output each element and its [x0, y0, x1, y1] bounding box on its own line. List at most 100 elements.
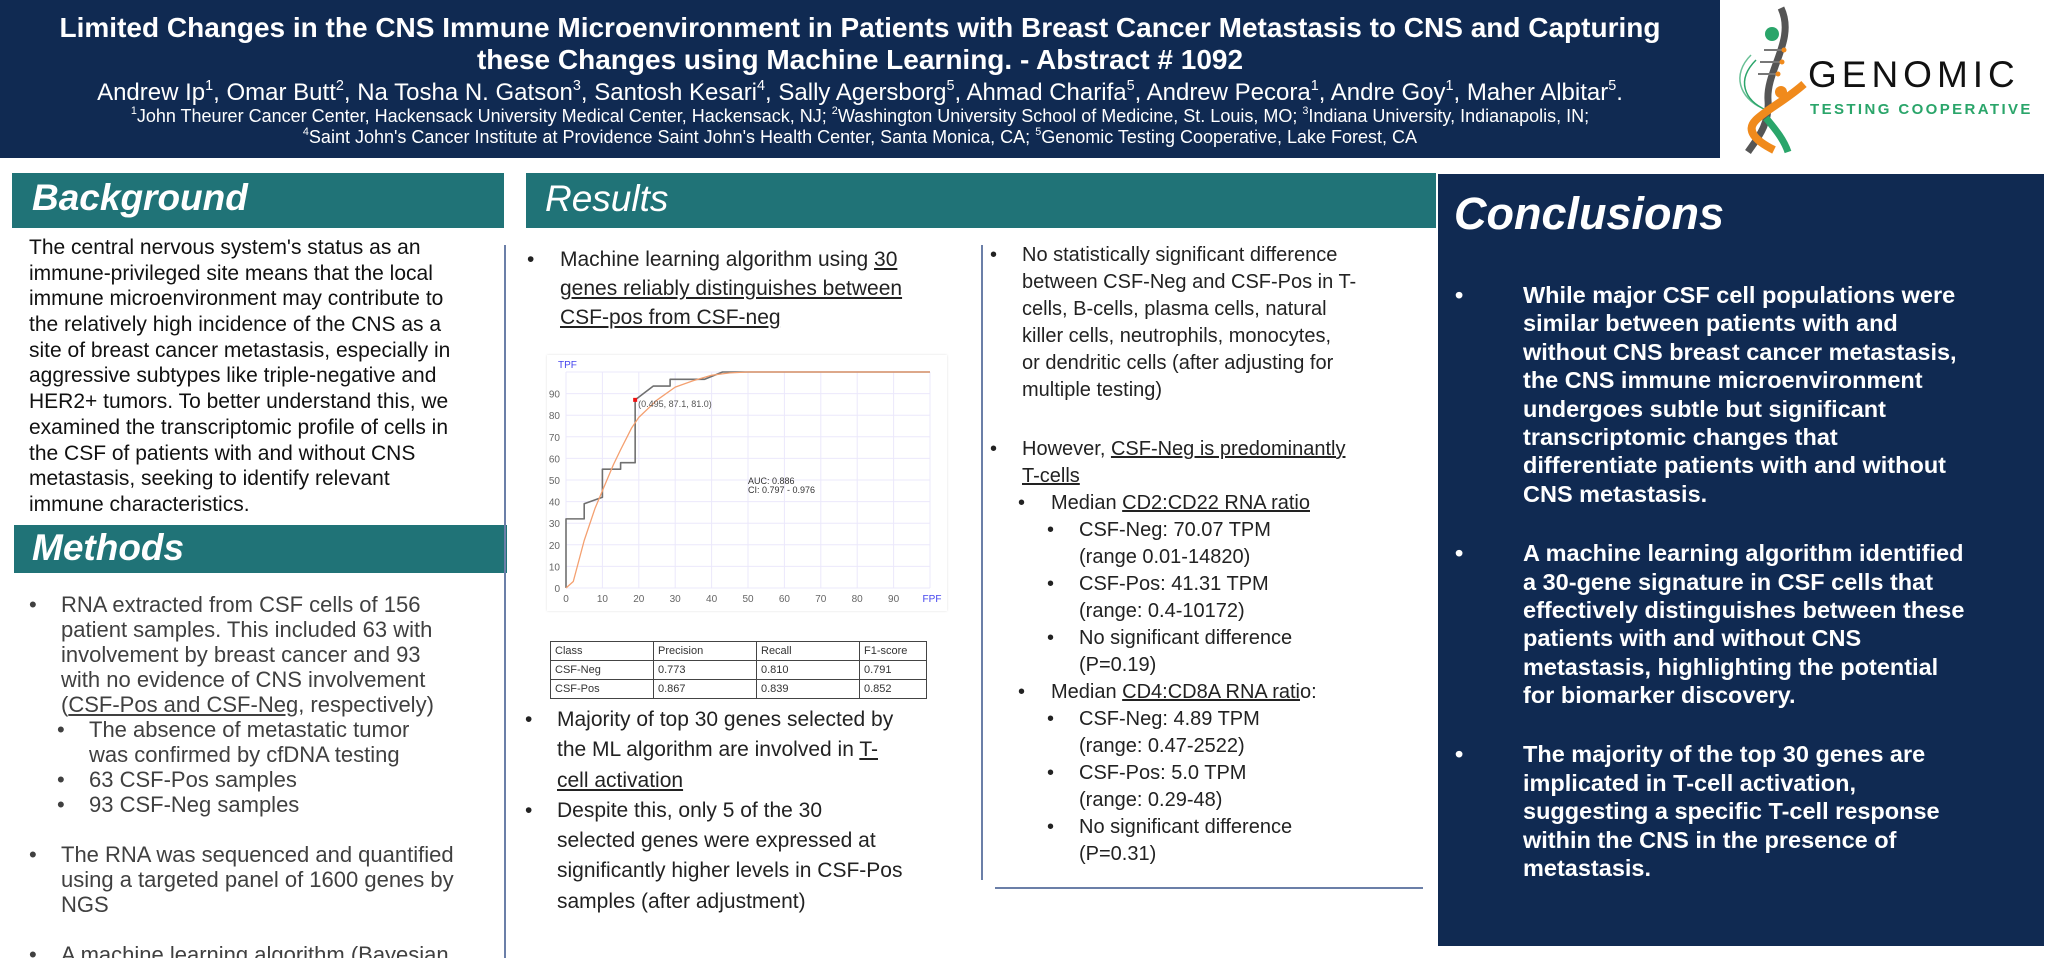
text-segment: However,: [1022, 438, 1111, 460]
line-text: However, CSF-Neg is predominantly: [1022, 436, 1345, 463]
text-segment: (range: 0.4-10172): [1079, 600, 1245, 622]
x-tick-label: 30: [670, 594, 682, 605]
bullet-icon: •: [29, 592, 37, 617]
text-segment: involvement by breast cancer and 93: [61, 642, 421, 667]
line-text: Majority of top 30 genes selected by: [557, 705, 893, 735]
text-segment: without CNS breast cancer metastasis,: [1523, 338, 1957, 365]
results-heading: Results: [526, 173, 1436, 228]
line-text: Median CD2:CD22 RNA ratio: [1051, 490, 1310, 517]
y-axis-label: TPF: [558, 360, 577, 371]
text-segment: No significant difference: [1079, 627, 1293, 649]
x-tick-label: 60: [779, 594, 791, 605]
text-segment: aggressive subtypes like triple-negative…: [29, 364, 437, 388]
text-segment: examined the transcriptomic profile of c…: [29, 415, 449, 439]
line-text: A machine learning algorithm identified: [1523, 539, 1963, 567]
logo-wordmark: GENOMIC: [1808, 54, 2020, 95]
underlined-text: CD4:CD8A RNA rati: [1122, 681, 1300, 703]
underlined-text: T-: [859, 738, 878, 762]
y-tick-label: 90: [549, 390, 561, 401]
table-cell: CSF-Pos: [550, 679, 654, 699]
affiliation-number: 1: [130, 104, 137, 117]
affiliations-line-1: 1John Theurer Cancer Center, Hackensack …: [0, 104, 1720, 127]
bullet-icon: •: [57, 767, 65, 792]
author-name: Ahmad Charifa: [966, 79, 1127, 106]
y-tick-label: 0: [554, 584, 560, 595]
text-segment: The RNA was sequenced and quantified: [61, 842, 454, 867]
text-segment: CSF-Pos: 41.31 TPM: [1079, 573, 1269, 595]
author-list: Andrew Ip1, Omar Butt2, Na Tosha N. Gats…: [97, 77, 1623, 106]
empirical-roc-curve: [565, 371, 930, 588]
affiliation-number: 5: [1035, 125, 1042, 138]
y-tick-label: 70: [549, 433, 561, 444]
text-segment: selected genes were expressed at: [557, 829, 876, 853]
text-segment: (range: 0.29-48): [1079, 789, 1223, 811]
text-segment: immune microenvironment may contribute t…: [29, 287, 444, 311]
text-segment: the ML algorithm are involved in: [557, 738, 860, 762]
affiliation-number: 4: [302, 125, 309, 138]
line-text: CSF-Neg: 4.89 TPM: [1079, 706, 1260, 733]
line-text: between CSF-Neg and CSF-Pos in T-: [1022, 269, 1356, 296]
table-row: CSF-Pos 0.867 0.839 0.852: [550, 679, 927, 699]
line-text: HER2+ tumors. To better understand this,…: [29, 389, 448, 415]
x-axis-label: FPF: [923, 594, 942, 605]
author-name: Santosh Kesari: [594, 79, 758, 106]
text-segment: The central nervous system's status as a…: [29, 236, 421, 259]
text-segment: While major CSF cell populations were: [1523, 282, 1956, 308]
bullet-icon: •: [57, 792, 65, 817]
affiliations-line-2: 4Saint John's Cancer Institute at Provid…: [0, 125, 1720, 148]
text-segment: (range: 0.47-2522): [1079, 735, 1245, 757]
line-text: site of breast cancer metastasis, especi…: [29, 338, 450, 364]
underlined-text: CSF-Pos and CSF-Neg: [68, 692, 299, 717]
bullet-icon: •: [1047, 762, 1055, 784]
line-text: A machine learning algorithm (Bayesian: [61, 942, 449, 958]
text-segment: NGS: [61, 892, 109, 917]
text-segment: immune-privileged site means that the lo…: [29, 261, 433, 285]
author-name: Na Tosha N. Gatson: [357, 79, 573, 106]
line-text: effectively distinguishes between these: [1523, 596, 1964, 624]
fitted-roc-curve: [565, 371, 930, 589]
genomic-testing-cooperative-logo: GENOMIC TESTING COOPERATIVE: [1720, 0, 2048, 158]
affiliation-text: Washington University School of Medicine…: [837, 106, 1303, 126]
text-segment: CSF-Pos: 5.0 TPM: [1079, 762, 1247, 784]
line-text: or dendritic cells (after adjusting for: [1022, 350, 1333, 377]
classification-metrics-table: Class Precision Recall F1-score CSF-Neg 0.773…: [550, 641, 927, 699]
table-cell: 0.810: [756, 660, 860, 680]
text-segment: implicated in T-cell activation,: [1523, 769, 1857, 796]
line-text: suggesting a specific T-cell response: [1523, 797, 1940, 825]
affiliation-marker: 4: [757, 77, 766, 94]
line-text: The RNA was sequenced and quantified: [61, 842, 454, 867]
text-segment: similar between patients with and: [1523, 310, 1898, 337]
y-tick-label: 80: [549, 411, 561, 422]
line-text: No statistically significant difference: [1022, 242, 1337, 269]
x-tick-label: 0: [563, 594, 569, 605]
x-tick-label: 80: [852, 594, 864, 605]
line-text: examined the transcriptomic profile of c…: [29, 415, 448, 441]
methods-heading: Methods: [14, 525, 507, 573]
text-segment: metastasis.: [1523, 855, 1652, 882]
section-rule: [995, 887, 1423, 889]
bullet-icon: •: [990, 244, 998, 266]
text-segment: metastasis, highlighting the potential: [1523, 653, 1939, 680]
line-text: implicated in T-cell activation,: [1523, 769, 1856, 797]
bullet-icon: •: [1047, 573, 1055, 595]
line-text: CSF-pos from CSF-neg: [560, 303, 781, 332]
affiliation-marker: 1: [1445, 77, 1454, 94]
column-divider: [504, 245, 506, 958]
text-segment: patients with and without CNS: [1523, 625, 1862, 652]
text-segment: Median: [1051, 681, 1123, 703]
y-tick-label: 20: [549, 541, 561, 552]
line-text: was confirmed by cfDNA testing: [89, 742, 400, 767]
line-text: undergoes subtle but significant: [1523, 395, 1886, 423]
table-row: CSF-Neg 0.773 0.810 0.791: [550, 660, 927, 680]
underlined-text: CSF-Neg is predominantly: [1110, 438, 1346, 460]
line-text: patient samples. This included 63 with: [61, 617, 432, 642]
table-cell: 0.852: [859, 679, 927, 699]
line-text: immune microenvironment may contribute t…: [29, 286, 443, 312]
affiliation-number: 2: [831, 104, 838, 117]
y-tick-label: 10: [549, 562, 561, 573]
title-line-1: Limited Changes in the CNS Immune Microe…: [59, 12, 1661, 43]
operating-point-marker: [633, 397, 638, 402]
text-segment: No statistically significant difference: [1022, 244, 1338, 266]
line-text: multiple testing): [1022, 377, 1162, 404]
text-segment: metastasis, seeking to identify relevant: [29, 467, 390, 491]
